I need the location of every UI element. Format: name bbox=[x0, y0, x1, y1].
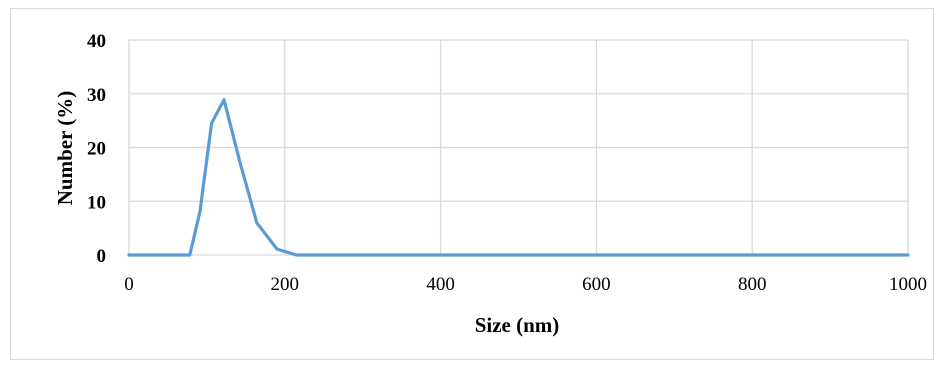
x-tick-label: 800 bbox=[738, 274, 767, 295]
y-axis-title: Number (%) bbox=[53, 91, 77, 206]
chart-frame bbox=[10, 8, 934, 360]
x-tick-label: 0 bbox=[124, 274, 134, 295]
gridlines bbox=[128, 39, 909, 256]
x-axis-title: Size (nm) bbox=[475, 313, 560, 337]
x-tick-label: 200 bbox=[271, 274, 300, 295]
y-tick-label: 0 bbox=[97, 246, 107, 267]
x-tick-labels: 0 200 400 600 800 1000 bbox=[124, 274, 927, 295]
y-tick-label: 20 bbox=[87, 139, 106, 160]
x-tick-label: 400 bbox=[426, 274, 455, 295]
x-tick-label: 1000 bbox=[889, 274, 927, 295]
y-tick-label: 10 bbox=[87, 192, 106, 213]
series-lines bbox=[127, 98, 910, 257]
y-tick-label: 30 bbox=[87, 85, 106, 106]
y-tick-labels: 0 10 20 30 40 bbox=[87, 31, 106, 267]
y-tick-label: 40 bbox=[87, 31, 106, 52]
x-tick-label: 600 bbox=[582, 274, 611, 295]
series-line-0 bbox=[127, 98, 910, 257]
